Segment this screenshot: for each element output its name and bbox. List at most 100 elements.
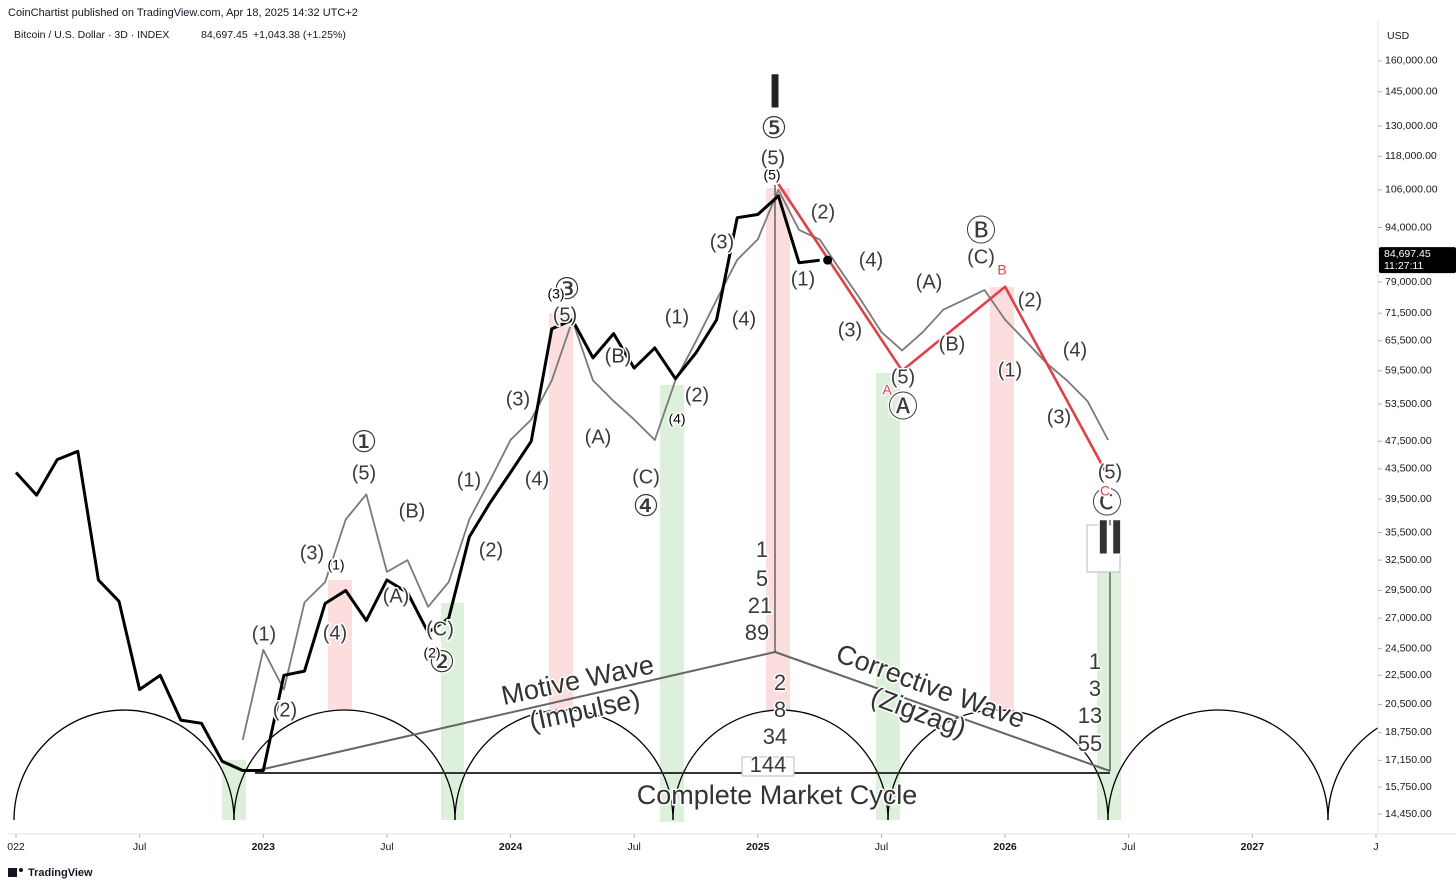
brand: TradingView bbox=[28, 867, 93, 879]
annotation: (1) bbox=[252, 623, 276, 645]
annotation: ② bbox=[429, 646, 456, 679]
x-tick-label: Jul bbox=[133, 841, 146, 853]
red-band bbox=[328, 580, 352, 710]
currency: USD bbox=[1387, 30, 1410, 42]
annotation: (2) bbox=[273, 699, 297, 721]
y-tick-label: 160,000.00 bbox=[1385, 55, 1438, 67]
annotation: B bbox=[997, 262, 1006, 278]
y-tick-label: 59,500.00 bbox=[1385, 365, 1432, 377]
green-band bbox=[1097, 572, 1121, 820]
label-box bbox=[741, 756, 795, 777]
annotation: (A) bbox=[585, 426, 612, 448]
annotation: (B) bbox=[605, 345, 632, 367]
label-box bbox=[1086, 524, 1121, 573]
red-band bbox=[990, 287, 1014, 710]
annotation: (C) bbox=[426, 618, 454, 640]
annotation: 13 bbox=[1078, 703, 1102, 728]
annotation: (3) bbox=[506, 388, 530, 410]
cycle-triangle bbox=[254, 185, 1111, 774]
cycle-arc bbox=[887, 709, 1109, 821]
cycle-arc bbox=[454, 709, 674, 821]
annotation: (B) bbox=[399, 500, 426, 522]
y-tick-label: 47,500.00 bbox=[1385, 435, 1432, 447]
annotation: (4) bbox=[732, 308, 756, 330]
y-tick-label: 43,500.00 bbox=[1385, 463, 1432, 475]
y-tick-label: 39,500.00 bbox=[1385, 493, 1432, 505]
x-tick-label: Jul bbox=[380, 841, 393, 853]
annotation: 21 bbox=[748, 593, 772, 618]
annotation: (A) bbox=[916, 271, 943, 293]
cycle-arc bbox=[13, 709, 235, 821]
annotation: (5) bbox=[352, 462, 376, 484]
annotation: 2 bbox=[774, 670, 786, 695]
annotation: 1 bbox=[1089, 649, 1101, 674]
annotation: (5) bbox=[553, 304, 577, 326]
cycle-arc bbox=[672, 709, 889, 821]
y-tick-label: 106,000.00 bbox=[1385, 184, 1438, 196]
axes: 160,000.00 145,000.00 130,000.00 118,000.00… bbox=[7, 55, 1456, 853]
x-tick-label: 2023 bbox=[252, 841, 276, 853]
annotation: (2) bbox=[811, 201, 835, 223]
price-line bbox=[241, 189, 1109, 741]
annotation: (4) bbox=[668, 411, 685, 427]
annotation: (2) bbox=[1018, 289, 1042, 311]
y-tick-label: 65,500.00 bbox=[1385, 334, 1432, 346]
annotation: 3 bbox=[1089, 676, 1101, 701]
annotation: (5) bbox=[761, 147, 785, 169]
green-band bbox=[660, 385, 684, 822]
y-tick-label: 18,750.00 bbox=[1385, 726, 1432, 738]
x-tick-label: 2027 bbox=[1241, 841, 1265, 853]
y-tick-label: 15,750.00 bbox=[1385, 781, 1432, 793]
annotation: (4) bbox=[525, 468, 549, 490]
logo bbox=[8, 868, 17, 877]
x-tick-label: 2026 bbox=[993, 841, 1017, 853]
y-tick-label: 14,450.00 bbox=[1385, 808, 1432, 820]
x-tick-label: 022 bbox=[7, 841, 25, 853]
y-tick-label: 79,000.00 bbox=[1385, 276, 1432, 288]
annotation: (B) bbox=[939, 333, 966, 355]
annotation: (3) bbox=[710, 231, 734, 253]
annotation: Ⓐ bbox=[888, 391, 918, 424]
annotation: (3) bbox=[1047, 406, 1071, 428]
y-tick-label: 35,500.00 bbox=[1385, 526, 1432, 538]
price-tag-value: 84,697.45 bbox=[1384, 248, 1431, 260]
price-change: +1,043.38 (+1.25%) bbox=[253, 29, 346, 41]
annotation: (C) bbox=[967, 246, 995, 268]
annotation: (3) bbox=[300, 542, 324, 564]
annotation: (5) bbox=[763, 167, 780, 183]
annotation: (2) bbox=[685, 384, 709, 406]
y-tick-label: 17,150.00 bbox=[1385, 754, 1432, 766]
x-tick-label: Jul bbox=[1122, 841, 1135, 853]
annotation: 1 bbox=[756, 537, 768, 562]
annotation: (1) bbox=[665, 306, 689, 328]
price-line bbox=[14, 194, 820, 772]
annotation: 144 bbox=[750, 752, 787, 777]
y-tick-label: 24,500.00 bbox=[1385, 642, 1432, 654]
annotation: (4) bbox=[1063, 339, 1087, 361]
y-tick-label: 130,000.00 bbox=[1385, 120, 1438, 132]
annotation: Complete Market Cycle bbox=[637, 780, 918, 810]
green-band bbox=[876, 373, 900, 820]
motive-line bbox=[254, 651, 776, 772]
y-tick-label: 22,500.00 bbox=[1385, 669, 1432, 681]
cycle-arc bbox=[1107, 709, 1329, 821]
footer: TradingView bbox=[8, 867, 93, 879]
bands bbox=[222, 188, 1121, 822]
red-band bbox=[549, 313, 573, 710]
annotation: (1) bbox=[457, 469, 481, 491]
annotation: C bbox=[1100, 483, 1110, 499]
x-tick-label: 2024 bbox=[499, 841, 523, 853]
last-price: 84,697.45 bbox=[201, 29, 248, 41]
price-tag bbox=[1379, 247, 1456, 274]
annotation: (A) bbox=[383, 585, 410, 607]
annotation: Ⓒ bbox=[1092, 487, 1122, 520]
annotation: (1) bbox=[327, 557, 344, 573]
annotation: (C) bbox=[632, 466, 660, 488]
red-band bbox=[766, 188, 790, 710]
annotation: 34 bbox=[763, 724, 787, 749]
annotation: (3) bbox=[838, 319, 862, 341]
cycle-arc bbox=[1327, 727, 1378, 821]
annotation: Ⓑ bbox=[966, 215, 996, 248]
annotation: ④ bbox=[633, 490, 660, 523]
annotation: A bbox=[882, 382, 892, 398]
